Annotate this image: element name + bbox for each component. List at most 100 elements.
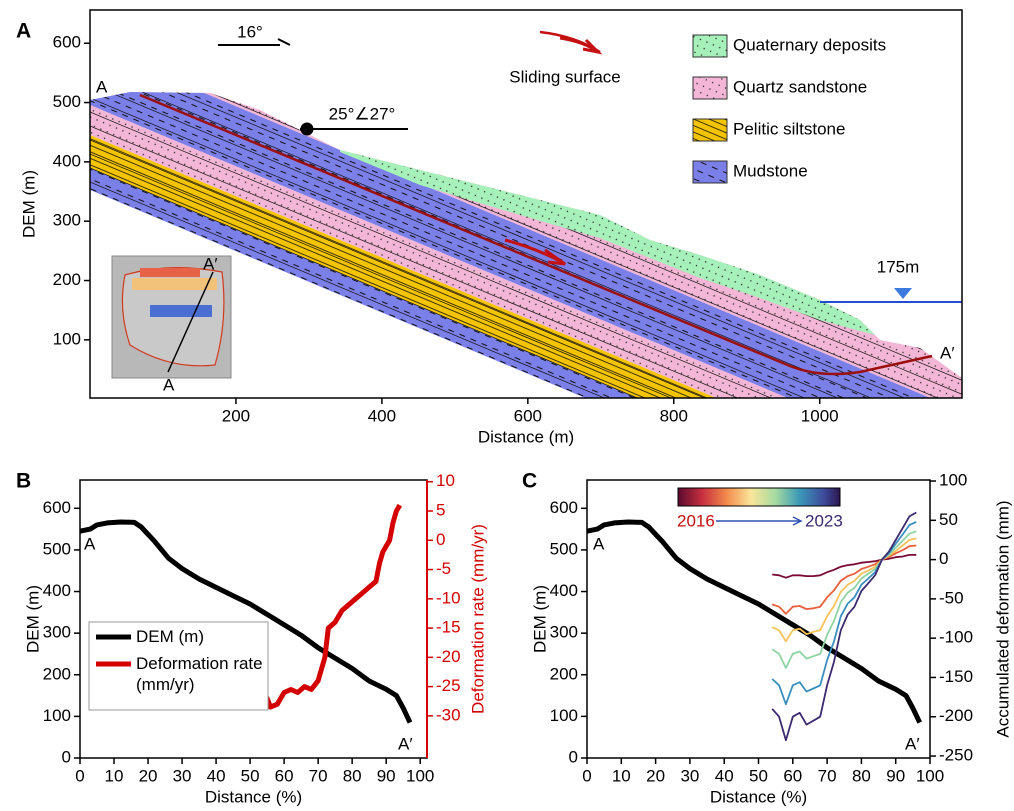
legend-label: Quaternary deposits xyxy=(733,35,886,54)
x-tick-label: 60 xyxy=(783,766,802,785)
x-tick-label: 1000 xyxy=(801,406,839,425)
series-line xyxy=(79,519,413,724)
inset-blob xyxy=(132,278,217,290)
stratum-line xyxy=(90,125,962,398)
stratum-texture xyxy=(90,168,962,398)
sliding-symbol-arrow xyxy=(559,36,603,55)
stratum-line xyxy=(90,181,962,398)
inset-blob xyxy=(150,305,212,317)
quaternary-texture xyxy=(340,150,875,335)
x-tick-label: 10 xyxy=(612,766,631,785)
y-tick-label: 0 xyxy=(569,747,578,766)
y2-axis-title: Deformation rate (mm/yr) xyxy=(468,524,487,714)
y-tick-label: 500 xyxy=(550,539,578,558)
y-axis-title: DEM (m) xyxy=(530,585,549,653)
stratum-texture xyxy=(90,92,962,398)
plot-frame xyxy=(89,9,963,399)
y2-tick-label: -20 xyxy=(436,647,461,666)
x-axis-title: Distance (%) xyxy=(205,787,302,806)
y2-tick-label: -100 xyxy=(939,628,973,647)
annotation: A′ xyxy=(398,734,413,753)
series-line xyxy=(771,530,917,669)
sliding-surface xyxy=(139,93,933,376)
y2-tick-label: 100 xyxy=(939,471,967,490)
y-tick-label: 500 xyxy=(53,92,81,111)
annotation: A′ xyxy=(940,343,955,362)
y2-tick-label: -5 xyxy=(436,559,451,578)
y2-tick-label: 5 xyxy=(436,501,445,520)
stratum-line xyxy=(90,167,962,398)
y2-tick-label: 10 xyxy=(436,471,455,490)
x-tick-label: 40 xyxy=(715,766,734,785)
y2-tick-label: -15 xyxy=(436,618,461,637)
series-line xyxy=(586,519,922,724)
y-tick-label: 600 xyxy=(550,498,578,517)
sliding-label: Sliding surface xyxy=(509,67,621,86)
y-tick-label: 300 xyxy=(43,623,71,642)
legend-item: Deformation rate (mm/yr) xyxy=(136,654,263,694)
series-line xyxy=(259,503,402,710)
legend-label: DEM (m) xyxy=(136,627,204,646)
y-tick-label: 300 xyxy=(53,211,81,230)
panel-label: C xyxy=(522,470,537,493)
x-tick-label: 100 xyxy=(406,766,434,785)
x-tick-label: 30 xyxy=(680,766,699,785)
y-tick-label: 200 xyxy=(53,270,81,289)
x-tick-label: 90 xyxy=(377,766,396,785)
colorbar-start: 2016 xyxy=(677,511,715,530)
y2-tick-label: -10 xyxy=(436,588,461,607)
x-tick-label: 20 xyxy=(139,766,158,785)
legend-label: Mudstone xyxy=(733,161,808,180)
x-tick-label: 0 xyxy=(75,766,84,785)
series-line xyxy=(771,544,917,615)
x-tick-label: 60 xyxy=(275,766,294,785)
y-tick-label: 200 xyxy=(43,664,71,683)
x-tick-label: 800 xyxy=(660,406,688,425)
y-tick-label: 200 xyxy=(550,664,578,683)
y2-tick-label: -250 xyxy=(939,746,973,765)
y-tick-label: 400 xyxy=(550,581,578,600)
y2-tick-label: -25 xyxy=(436,676,461,695)
y-tick-label: 600 xyxy=(53,33,81,52)
stratum-line xyxy=(90,0,962,30)
y-tick-label: 600 xyxy=(43,498,71,517)
x-tick-label: 20 xyxy=(646,766,665,785)
stratum-line xyxy=(90,111,962,398)
annotation: A xyxy=(84,534,96,553)
stratum-texture xyxy=(90,135,962,398)
x-axis-title: Distance (m) xyxy=(478,427,574,446)
y-axis-title: DEM (m) xyxy=(19,170,38,238)
water-marker xyxy=(894,288,912,299)
series-line xyxy=(772,554,917,579)
stratum-line xyxy=(90,0,962,2)
x-tick-label: 200 xyxy=(222,406,250,425)
y2-tick-label: 0 xyxy=(939,549,948,568)
annotation: A xyxy=(163,375,175,394)
annotation: 175m xyxy=(877,257,920,276)
sliding-arrow xyxy=(504,238,566,266)
colorbar-end: 2023 xyxy=(805,511,843,530)
legend-texture xyxy=(693,35,727,57)
series-line xyxy=(771,537,917,643)
stratum-texture xyxy=(90,105,962,398)
annotation: A′ xyxy=(203,254,218,273)
x-tick-label: 50 xyxy=(749,766,768,785)
y2-tick-label: 50 xyxy=(939,510,958,529)
y2-tick-label: -200 xyxy=(939,706,973,725)
annotation: 25°∠27° xyxy=(329,104,396,123)
panel-label: B xyxy=(16,470,31,493)
x-tick-label: 100 xyxy=(916,766,944,785)
stratum-line xyxy=(90,153,962,398)
y2-tick-label: -50 xyxy=(939,588,964,607)
stratum-line xyxy=(90,97,962,398)
legend-label: Deformation rate (mm/yr) xyxy=(136,654,263,694)
x-tick-label: 70 xyxy=(818,766,837,785)
colorbar-arrow xyxy=(716,516,803,526)
y-tick-label: 500 xyxy=(43,539,71,558)
y-tick-label: 100 xyxy=(43,706,71,725)
stratum-line xyxy=(90,0,962,16)
y-tick-label: 0 xyxy=(62,747,71,766)
x-tick-label: 10 xyxy=(105,766,124,785)
y-tick-label: 400 xyxy=(53,151,81,170)
